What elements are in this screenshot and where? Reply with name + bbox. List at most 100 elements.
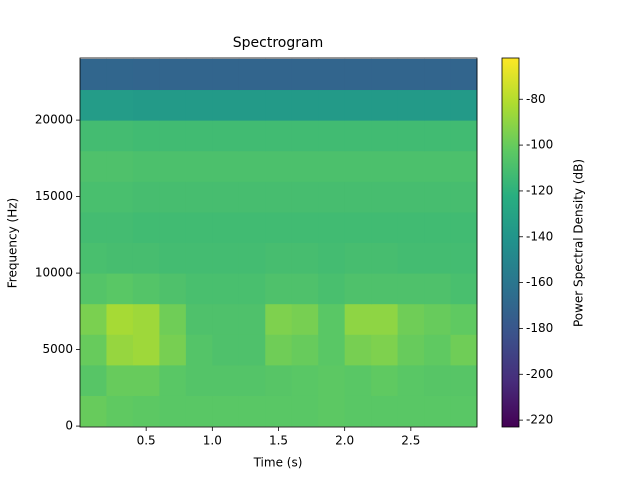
cell (344, 303, 372, 335)
cell (212, 150, 240, 182)
cell (450, 303, 478, 335)
cell (291, 303, 319, 335)
cell (212, 395, 240, 427)
cell (185, 211, 213, 243)
cell (212, 211, 240, 243)
cell (238, 364, 266, 396)
cell (238, 58, 266, 91)
cell (265, 150, 293, 182)
colorbar-label: Power Spectral Density (dB) (572, 159, 586, 327)
cell (238, 150, 266, 182)
cell (159, 273, 187, 305)
cell (212, 273, 240, 305)
cell (424, 303, 452, 335)
cell (318, 181, 346, 213)
cell (397, 150, 425, 182)
cell (397, 89, 425, 121)
cell (318, 211, 346, 243)
cell (344, 273, 372, 305)
cell (238, 211, 266, 243)
y-tick-label: 15000 (35, 189, 73, 203)
cell (397, 395, 425, 427)
cell (106, 181, 134, 213)
cell (106, 273, 134, 305)
cell (424, 58, 452, 91)
colorbar (501, 57, 520, 428)
cell (397, 273, 425, 305)
cell (450, 395, 478, 427)
cell (265, 89, 293, 121)
chart-title: Spectrogram (233, 35, 323, 51)
cell (238, 120, 266, 152)
cell (80, 150, 107, 182)
cell (291, 89, 319, 121)
cell (450, 150, 478, 182)
cell (291, 211, 319, 243)
cell (159, 364, 187, 396)
cell (344, 211, 372, 243)
cell (344, 89, 372, 121)
cell (371, 334, 399, 366)
cell (424, 120, 452, 152)
cell (212, 181, 240, 213)
cell (397, 181, 425, 213)
x-tick-label: 0.5 (137, 434, 156, 448)
cell (424, 395, 452, 427)
cell (106, 303, 134, 335)
cell (318, 364, 346, 396)
cell (344, 150, 372, 182)
cell (106, 364, 134, 396)
cell (397, 58, 425, 91)
cell (397, 303, 425, 335)
cell (371, 181, 399, 213)
cell (344, 242, 372, 274)
cell (80, 120, 107, 152)
cell (185, 273, 213, 305)
cell (159, 334, 187, 366)
cell (344, 334, 372, 366)
cell (212, 58, 240, 91)
cell (159, 211, 187, 243)
cell (132, 120, 160, 152)
cell (185, 242, 213, 274)
y-tick-label: 20000 (35, 113, 73, 127)
cell (291, 273, 319, 305)
colorbar-tick-label: -220 (526, 413, 553, 427)
cell (80, 303, 107, 335)
y-tick-label: 5000 (42, 342, 73, 356)
cell (185, 89, 213, 121)
cell (371, 273, 399, 305)
cell (238, 242, 266, 274)
cell (106, 120, 134, 152)
cell (397, 364, 425, 396)
cell (159, 89, 187, 121)
cell (212, 303, 240, 335)
cell (424, 273, 452, 305)
cell (291, 181, 319, 213)
cell (212, 242, 240, 274)
cell (450, 364, 478, 396)
cell (291, 150, 319, 182)
cell (265, 303, 293, 335)
cell (318, 150, 346, 182)
colorbar-tick-label: -120 (526, 183, 553, 197)
cell (159, 58, 187, 91)
x-tick-label: 1.5 (269, 434, 288, 448)
cell (106, 89, 134, 121)
cell (238, 273, 266, 305)
cell (185, 364, 213, 396)
cell (265, 395, 293, 427)
cell (265, 211, 293, 243)
cell (132, 89, 160, 121)
cell (238, 181, 266, 213)
colorbar-tick-label: -180 (526, 321, 553, 335)
cell (265, 58, 293, 91)
cell (132, 211, 160, 243)
cell (159, 242, 187, 274)
cell (450, 334, 478, 366)
cell (318, 89, 346, 121)
cell (159, 150, 187, 182)
cell (212, 120, 240, 152)
cell (159, 120, 187, 152)
